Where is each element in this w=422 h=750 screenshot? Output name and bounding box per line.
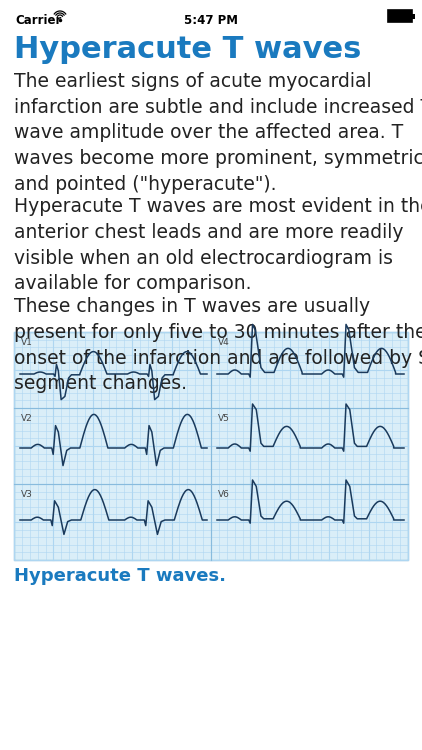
Text: 5:47 PM: 5:47 PM (184, 14, 238, 27)
Text: V3: V3 (21, 490, 33, 499)
Text: V2: V2 (21, 414, 33, 423)
Text: V4: V4 (218, 338, 230, 347)
Text: V6: V6 (218, 490, 230, 499)
Text: These changes in T waves are usually
present for only five to 30 minutes after t: These changes in T waves are usually pre… (14, 297, 422, 393)
Text: Carrier: Carrier (15, 14, 61, 27)
Text: Hyperacute T waves: Hyperacute T waves (14, 35, 361, 64)
Text: V5: V5 (218, 414, 230, 423)
Bar (388, 10, 412, 22)
Text: The earliest signs of acute myocardial
infarction are subtle and include increas: The earliest signs of acute myocardial i… (14, 72, 422, 194)
Bar (412, 13, 414, 19)
Text: V1: V1 (21, 338, 33, 347)
Text: Hyperacute T waves are most evident in the
anterior chest leads and are more rea: Hyperacute T waves are most evident in t… (14, 197, 422, 293)
Bar (14, 332, 408, 560)
Text: Hyperacute T waves.: Hyperacute T waves. (14, 567, 226, 585)
